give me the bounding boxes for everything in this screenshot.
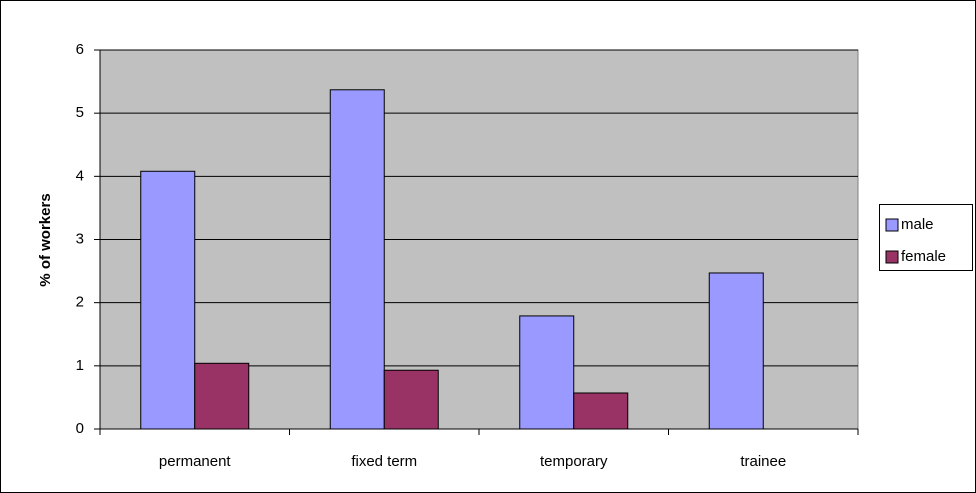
legend-label: male: [901, 216, 934, 233]
y-tick-label: 2: [76, 294, 84, 311]
y-tick-label: 4: [76, 167, 84, 184]
y-tick-label: 3: [76, 230, 84, 247]
bar: [519, 315, 575, 430]
bar: [329, 89, 385, 430]
y-tick-label: 5: [76, 104, 84, 121]
x-tick-label: trainee: [740, 453, 786, 470]
legend-swatch: [885, 218, 899, 232]
bar: [708, 272, 764, 430]
y-tick-label: 0: [76, 420, 84, 437]
bar: [383, 369, 439, 430]
x-tick-label: fixed term: [351, 453, 417, 470]
bar: [194, 362, 250, 430]
legend-label: female: [901, 248, 946, 265]
x-tick-label: temporary: [540, 453, 608, 470]
y-axis-label: % of workers: [37, 193, 54, 286]
bar: [140, 170, 196, 430]
bar: [573, 392, 629, 430]
y-tick-label: 6: [76, 41, 84, 58]
x-tick-label: permanent: [159, 453, 232, 470]
legend-swatch: [885, 250, 899, 264]
y-tick-label: 1: [76, 357, 84, 374]
